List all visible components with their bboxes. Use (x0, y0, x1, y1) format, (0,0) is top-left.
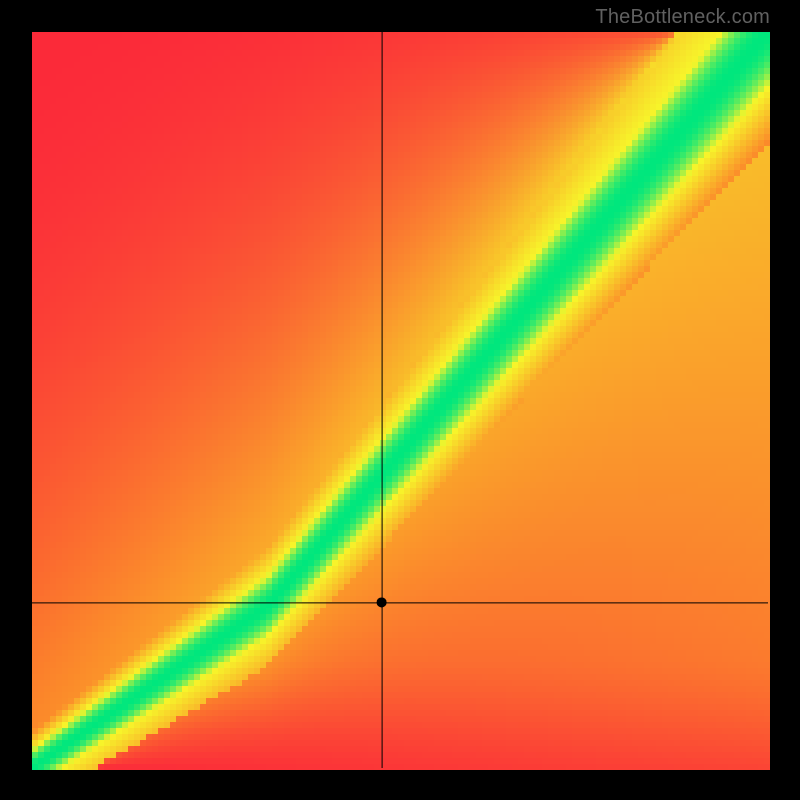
watermark-text: TheBottleneck.com (595, 6, 770, 29)
chart-container: TheBottleneck.com (0, 0, 800, 800)
bottleneck-heatmap (0, 0, 800, 800)
